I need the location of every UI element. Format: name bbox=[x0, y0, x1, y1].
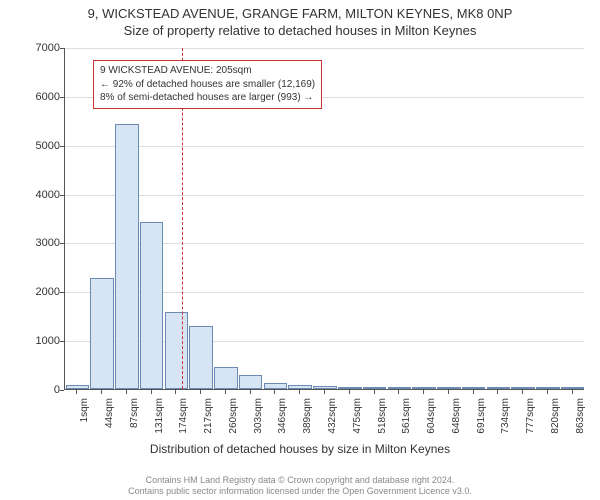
annotation-line: 8% of semi-detached houses are larger (9… bbox=[100, 91, 315, 105]
x-tick-mark bbox=[126, 390, 127, 394]
bar bbox=[165, 312, 189, 389]
x-tick-mark bbox=[572, 390, 573, 394]
x-tick-label: 820sqm bbox=[550, 398, 561, 434]
x-tick-mark bbox=[151, 390, 152, 394]
x-tick-mark bbox=[448, 390, 449, 394]
x-tick-mark bbox=[497, 390, 498, 394]
bar bbox=[388, 387, 412, 389]
x-tick-label: 131sqm bbox=[154, 398, 165, 434]
chart-title: 9, WICKSTEAD AVENUE, GRANGE FARM, MILTON… bbox=[0, 0, 600, 21]
x-tick-mark bbox=[274, 390, 275, 394]
x-tick-mark bbox=[101, 390, 102, 394]
y-tick-label: 3000 bbox=[20, 237, 60, 249]
chart-container: 9, WICKSTEAD AVENUE, GRANGE FARM, MILTON… bbox=[0, 0, 600, 500]
x-tick-label: 260sqm bbox=[228, 398, 239, 434]
x-tick-mark bbox=[76, 390, 77, 394]
bar bbox=[437, 387, 461, 389]
x-tick-label: 777sqm bbox=[525, 398, 536, 434]
bar bbox=[66, 385, 90, 389]
chart-footer: Contains HM Land Registry data © Crown c… bbox=[0, 475, 600, 498]
bar bbox=[264, 383, 288, 389]
x-tick-mark bbox=[423, 390, 424, 394]
x-tick-label: 475sqm bbox=[352, 398, 363, 434]
bar bbox=[511, 387, 535, 389]
bar bbox=[462, 387, 486, 389]
x-tick-label: 346sqm bbox=[277, 398, 288, 434]
annotation-line: 9 WICKSTEAD AVENUE: 205sqm bbox=[100, 64, 315, 78]
y-tick-mark bbox=[60, 48, 64, 49]
y-tick-mark bbox=[60, 146, 64, 147]
grid-line bbox=[65, 195, 584, 196]
x-tick-label: 561sqm bbox=[401, 398, 412, 434]
y-tick-mark bbox=[60, 292, 64, 293]
x-tick-label: 1sqm bbox=[79, 398, 90, 422]
y-tick-mark bbox=[60, 243, 64, 244]
x-tick-mark bbox=[547, 390, 548, 394]
annotation-box: 9 WICKSTEAD AVENUE: 205sqm← 92% of detac… bbox=[93, 60, 322, 109]
x-tick-label: 217sqm bbox=[203, 398, 214, 434]
chart-subtitle: Size of property relative to detached ho… bbox=[0, 21, 600, 38]
footer-line1: Contains HM Land Registry data © Crown c… bbox=[0, 475, 600, 487]
bar bbox=[214, 367, 238, 389]
bar bbox=[90, 278, 114, 389]
annotation-line: ← 92% of detached houses are smaller (12… bbox=[100, 78, 315, 92]
bar bbox=[288, 385, 312, 389]
x-tick-label: 734sqm bbox=[500, 398, 511, 434]
bar bbox=[363, 387, 387, 389]
footer-line2: Contains public sector information licen… bbox=[0, 486, 600, 498]
bar bbox=[239, 375, 263, 389]
grid-line bbox=[65, 146, 584, 147]
x-tick-label: 518sqm bbox=[377, 398, 388, 434]
bar bbox=[536, 387, 560, 389]
y-tick-label: 2000 bbox=[20, 286, 60, 298]
y-tick-label: 6000 bbox=[20, 91, 60, 103]
x-tick-mark bbox=[398, 390, 399, 394]
x-tick-label: 389sqm bbox=[302, 398, 313, 434]
x-tick-label: 863sqm bbox=[575, 398, 586, 434]
x-tick-label: 691sqm bbox=[476, 398, 487, 434]
y-tick-label: 0 bbox=[20, 384, 60, 396]
y-tick-label: 7000 bbox=[20, 42, 60, 54]
x-tick-mark bbox=[250, 390, 251, 394]
bar bbox=[115, 124, 139, 389]
x-tick-label: 174sqm bbox=[178, 398, 189, 434]
x-tick-label: 648sqm bbox=[451, 398, 462, 434]
x-tick-label: 87sqm bbox=[129, 398, 140, 428]
x-tick-label: 44sqm bbox=[104, 398, 115, 428]
y-tick-mark bbox=[60, 97, 64, 98]
y-tick-mark bbox=[60, 390, 64, 391]
bar bbox=[189, 326, 213, 390]
x-tick-mark bbox=[473, 390, 474, 394]
y-tick-mark bbox=[60, 341, 64, 342]
y-tick-label: 4000 bbox=[20, 189, 60, 201]
x-tick-mark bbox=[225, 390, 226, 394]
plot-area: 9 WICKSTEAD AVENUE: 205sqm← 92% of detac… bbox=[64, 48, 584, 390]
bar bbox=[338, 387, 362, 389]
y-tick-label: 5000 bbox=[20, 140, 60, 152]
x-tick-mark bbox=[175, 390, 176, 394]
x-tick-label: 432sqm bbox=[327, 398, 338, 434]
bar bbox=[412, 387, 436, 389]
bar bbox=[313, 386, 337, 389]
x-tick-mark bbox=[200, 390, 201, 394]
x-tick-mark bbox=[349, 390, 350, 394]
x-tick-label: 604sqm bbox=[426, 398, 437, 434]
x-axis-title: Distribution of detached houses by size … bbox=[0, 442, 600, 456]
x-tick-mark bbox=[324, 390, 325, 394]
bar bbox=[487, 387, 511, 389]
y-tick-label: 1000 bbox=[20, 335, 60, 347]
x-tick-label: 303sqm bbox=[253, 398, 264, 434]
x-tick-mark bbox=[522, 390, 523, 394]
grid-line bbox=[65, 48, 584, 49]
bar bbox=[561, 387, 585, 389]
x-tick-mark bbox=[299, 390, 300, 394]
y-tick-mark bbox=[60, 195, 64, 196]
x-tick-mark bbox=[374, 390, 375, 394]
bar bbox=[140, 222, 164, 389]
